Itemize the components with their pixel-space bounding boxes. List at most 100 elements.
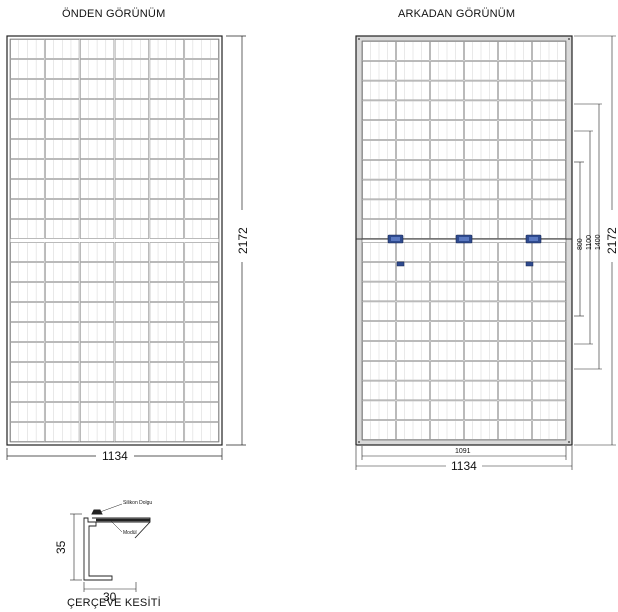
solar-cell xyxy=(532,380,566,401)
solar-cell xyxy=(430,341,464,361)
solar-cell xyxy=(80,59,115,79)
solar-cell xyxy=(184,322,219,342)
solar-cell xyxy=(149,39,184,59)
frame-width-dimension xyxy=(83,582,137,592)
solar-cell xyxy=(184,79,219,99)
solar-cell xyxy=(430,100,464,120)
solar-cell xyxy=(498,361,532,381)
solar-cell xyxy=(45,39,80,59)
solar-cell xyxy=(396,199,430,219)
solar-cell xyxy=(464,361,498,381)
solar-cell xyxy=(149,342,184,362)
front-cell-grid xyxy=(10,39,219,442)
solar-cell xyxy=(362,61,396,81)
solar-cell xyxy=(10,262,45,282)
solar-cell xyxy=(114,59,149,79)
frame-section-leaders xyxy=(99,503,123,533)
solar-cell xyxy=(45,242,80,262)
solar-cell xyxy=(532,361,566,381)
solar-cell xyxy=(464,301,498,321)
solar-cell xyxy=(10,282,45,302)
solar-cell xyxy=(149,79,184,99)
solar-cell xyxy=(396,120,430,140)
solar-cell xyxy=(498,420,532,440)
solar-cell xyxy=(114,119,149,139)
solar-cell xyxy=(362,262,396,282)
callout-silicone: Silikon Dolgu xyxy=(123,500,153,506)
solar-cell xyxy=(396,341,430,361)
mount-dimension-1100 xyxy=(574,130,593,345)
solar-cell xyxy=(10,402,45,422)
solar-cell xyxy=(532,80,566,101)
junction-box-left xyxy=(387,234,404,244)
solar-cell xyxy=(10,159,45,179)
solar-cell xyxy=(464,262,498,282)
junction-box-center xyxy=(455,234,473,244)
mount-label-1100: 1100 xyxy=(586,234,593,250)
solar-cell xyxy=(498,199,532,219)
solar-cell xyxy=(362,80,396,101)
solar-cell xyxy=(532,140,566,160)
solar-cell xyxy=(149,422,184,442)
junction-box-right xyxy=(525,234,542,244)
solar-cell xyxy=(184,59,219,79)
solar-cell xyxy=(114,362,149,382)
solar-cell xyxy=(532,199,566,219)
solar-cell xyxy=(149,119,184,139)
front-width-dimension xyxy=(6,448,223,460)
solar-cell xyxy=(396,321,430,341)
solar-cell xyxy=(45,199,80,219)
solar-cell xyxy=(184,242,219,262)
solar-cell xyxy=(10,59,45,79)
solar-cell xyxy=(149,262,184,282)
solar-cell xyxy=(10,422,45,442)
solar-cell xyxy=(114,79,149,99)
solar-cell xyxy=(184,342,219,362)
frame-section-profile xyxy=(83,509,151,581)
back-inner-width-label: 1091 xyxy=(455,448,471,455)
solar-cell xyxy=(184,39,219,59)
back-view-title: ARKADAN GÖRÜNÜM xyxy=(398,8,516,20)
solar-cell xyxy=(362,199,396,219)
solar-cell xyxy=(184,139,219,159)
solar-cell xyxy=(430,262,464,282)
solar-cell xyxy=(430,219,464,239)
solar-cell xyxy=(532,242,566,262)
front-width-label: 1134 xyxy=(102,449,128,463)
solar-cell xyxy=(10,302,45,322)
front-view-title: ÖNDEN GÖRÜNÜM xyxy=(62,8,166,20)
solar-cell xyxy=(396,219,430,239)
solar-cell xyxy=(396,41,430,61)
solar-cell xyxy=(532,61,566,81)
solar-cell xyxy=(498,400,532,420)
solar-cell xyxy=(464,199,498,219)
solar-cell xyxy=(430,361,464,381)
solar-cell xyxy=(80,242,115,262)
frame-height-dimension xyxy=(70,513,82,581)
solar-cell xyxy=(498,80,532,101)
solar-cell xyxy=(80,282,115,302)
solar-cell xyxy=(396,179,430,200)
back-cell-grid xyxy=(362,41,566,440)
solar-cell xyxy=(45,59,80,79)
solar-cell xyxy=(464,400,498,420)
solar-cell xyxy=(80,302,115,322)
solar-cell xyxy=(184,159,219,179)
solar-cell xyxy=(45,362,80,382)
solar-cell xyxy=(396,242,430,262)
solar-cell xyxy=(362,321,396,341)
callout-module: Modül xyxy=(123,530,137,536)
solar-cell xyxy=(80,262,115,282)
solar-cell xyxy=(45,402,80,422)
solar-cell xyxy=(114,242,149,262)
solar-cell xyxy=(149,59,184,79)
solar-cell xyxy=(80,322,115,342)
solar-cell xyxy=(114,139,149,159)
solar-cell xyxy=(532,120,566,140)
solar-cell xyxy=(362,41,396,61)
solar-cell xyxy=(10,79,45,99)
solar-cell xyxy=(464,160,498,180)
solar-cell xyxy=(114,39,149,59)
mount-label-1400: 1400 xyxy=(595,234,602,250)
solar-cell xyxy=(532,420,566,440)
